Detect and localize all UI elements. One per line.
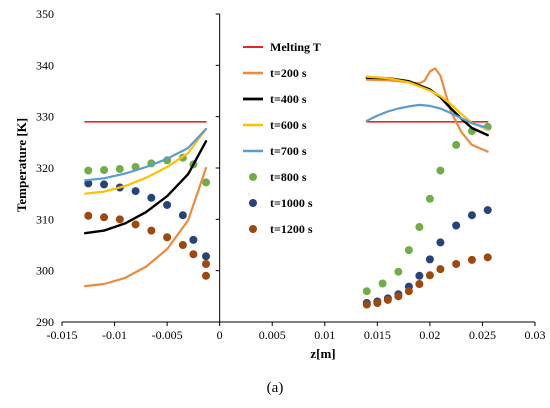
y-tick-label: 320 bbox=[36, 161, 54, 175]
series-line-t-200-s bbox=[83, 166, 208, 288]
y-tick-label: 340 bbox=[36, 58, 54, 72]
data-point-t-800-s bbox=[378, 279, 387, 288]
data-point-t-1000-s bbox=[436, 238, 445, 247]
data-point-t-800-s bbox=[425, 194, 434, 203]
y-tick-label: 350 bbox=[36, 7, 54, 21]
data-point-t-1200-s bbox=[373, 299, 382, 308]
data-point-t-1200-s bbox=[100, 213, 109, 222]
data-point-t-1200-s bbox=[415, 280, 424, 289]
x-tick-label: 0.02 bbox=[419, 328, 440, 342]
figure-caption: (a) bbox=[266, 380, 284, 396]
data-point-t-1200-s bbox=[84, 211, 93, 220]
data-point-t-1000-s bbox=[178, 211, 187, 220]
x-tick-label: 0.015 bbox=[364, 328, 391, 342]
series-line-t-600-s bbox=[83, 127, 208, 195]
data-point-t-800-s bbox=[100, 166, 109, 175]
x-tick-label: -0.015 bbox=[47, 328, 78, 342]
data-point-t-1000-s bbox=[467, 211, 476, 220]
series-line-t-200-s bbox=[365, 67, 489, 153]
y-tick-label: 330 bbox=[36, 110, 54, 124]
data-point-t-1200-s bbox=[202, 259, 211, 268]
x-tick-label: -0.01 bbox=[102, 328, 127, 342]
legend-label-t-1200-s: t=1200 s bbox=[270, 222, 313, 236]
data-point-t-1000-s bbox=[483, 206, 492, 215]
data-point-t-800-s bbox=[394, 267, 403, 276]
data-point-t-1200-s bbox=[202, 271, 211, 280]
x-tick-label: -0.005 bbox=[152, 328, 183, 342]
data-point-t-1200-s bbox=[147, 226, 156, 235]
data-point-t-800-s bbox=[202, 178, 211, 187]
data-point-t-800-s bbox=[115, 165, 124, 174]
legend-label-t-200-s: t=200 s bbox=[270, 66, 307, 80]
data-point-t-1200-s bbox=[452, 259, 461, 268]
x-tick-label: 0.03 bbox=[525, 328, 546, 342]
data-point-t-800-s bbox=[436, 166, 445, 175]
series-line-t-700-s bbox=[365, 103, 489, 130]
legend-label-t-400-s: t=400 s bbox=[270, 92, 307, 106]
data-point-t-1000-s bbox=[189, 235, 198, 244]
data-point-t-1200-s bbox=[383, 295, 392, 304]
y-axis-label: Temperature [K] bbox=[14, 118, 29, 212]
series-layer bbox=[83, 67, 492, 309]
data-point-t-800-s bbox=[452, 140, 461, 149]
data-point-t-1200-s bbox=[483, 253, 492, 262]
legend-label-t-700-s: t=700 s bbox=[270, 144, 307, 158]
x-tick-label: 0.01 bbox=[314, 328, 335, 342]
legend-label-melting-t: Melting T bbox=[270, 40, 321, 54]
data-point-t-1200-s bbox=[425, 271, 434, 280]
data-point-t-1000-s bbox=[84, 179, 93, 188]
legend-swatch-t-800-s bbox=[249, 173, 257, 181]
data-point-t-1200-s bbox=[394, 292, 403, 301]
legend-swatch-t-1200-s bbox=[249, 225, 257, 233]
data-point-t-1000-s bbox=[147, 193, 156, 202]
data-point-t-800-s bbox=[404, 246, 413, 255]
data-point-t-1000-s bbox=[425, 255, 434, 264]
data-point-t-1200-s bbox=[436, 265, 445, 274]
data-point-t-1200-s bbox=[467, 255, 476, 264]
y-tick-label: 300 bbox=[36, 264, 54, 278]
legend-label-t-800-s: t=800 s bbox=[270, 170, 307, 184]
data-point-t-1200-s bbox=[163, 233, 172, 242]
axes: -0.015 -0.01 -0.005 0 0.005 0.01 0.015 0.02 0.02… bbox=[36, 7, 546, 342]
data-point-t-1200-s bbox=[115, 215, 124, 224]
x-axis-label: z[m] bbox=[310, 346, 335, 361]
data-point-t-1200-s bbox=[404, 287, 413, 296]
data-point-t-800-s bbox=[362, 287, 371, 296]
data-point-t-1000-s bbox=[415, 271, 424, 280]
legend: Melting T t=200 s t=400 s t=600 s t=700 s t=8… bbox=[243, 40, 321, 236]
x-tick-label: 0 bbox=[217, 328, 223, 342]
data-point-t-800-s bbox=[84, 166, 93, 175]
legend-swatch-t-1000-s bbox=[249, 199, 257, 207]
y-tick-label: 310 bbox=[36, 212, 54, 226]
data-point-t-1200-s bbox=[362, 300, 371, 309]
series-line-t-400-s bbox=[83, 140, 208, 235]
data-point-t-1200-s bbox=[131, 220, 140, 229]
x-tick-label: 0.005 bbox=[259, 328, 286, 342]
series-line-t-700-s bbox=[83, 127, 208, 182]
series-line-t-600-s bbox=[365, 75, 489, 131]
legend-label-t-600-s: t=600 s bbox=[270, 118, 307, 132]
data-point-t-1000-s bbox=[100, 180, 109, 189]
data-point-t-1000-s bbox=[202, 252, 211, 261]
data-point-t-800-s bbox=[415, 223, 424, 232]
data-point-t-1000-s bbox=[452, 221, 461, 230]
x-tick-label: 0.025 bbox=[469, 328, 496, 342]
legend-label-t-1000-s: t=1000 s bbox=[270, 196, 313, 210]
y-tick-label: 290 bbox=[36, 315, 54, 329]
data-point-t-1200-s bbox=[178, 241, 187, 249]
data-point-t-1200-s bbox=[189, 250, 198, 259]
data-point-t-1000-s bbox=[131, 187, 140, 196]
data-point-t-1000-s bbox=[163, 200, 172, 209]
